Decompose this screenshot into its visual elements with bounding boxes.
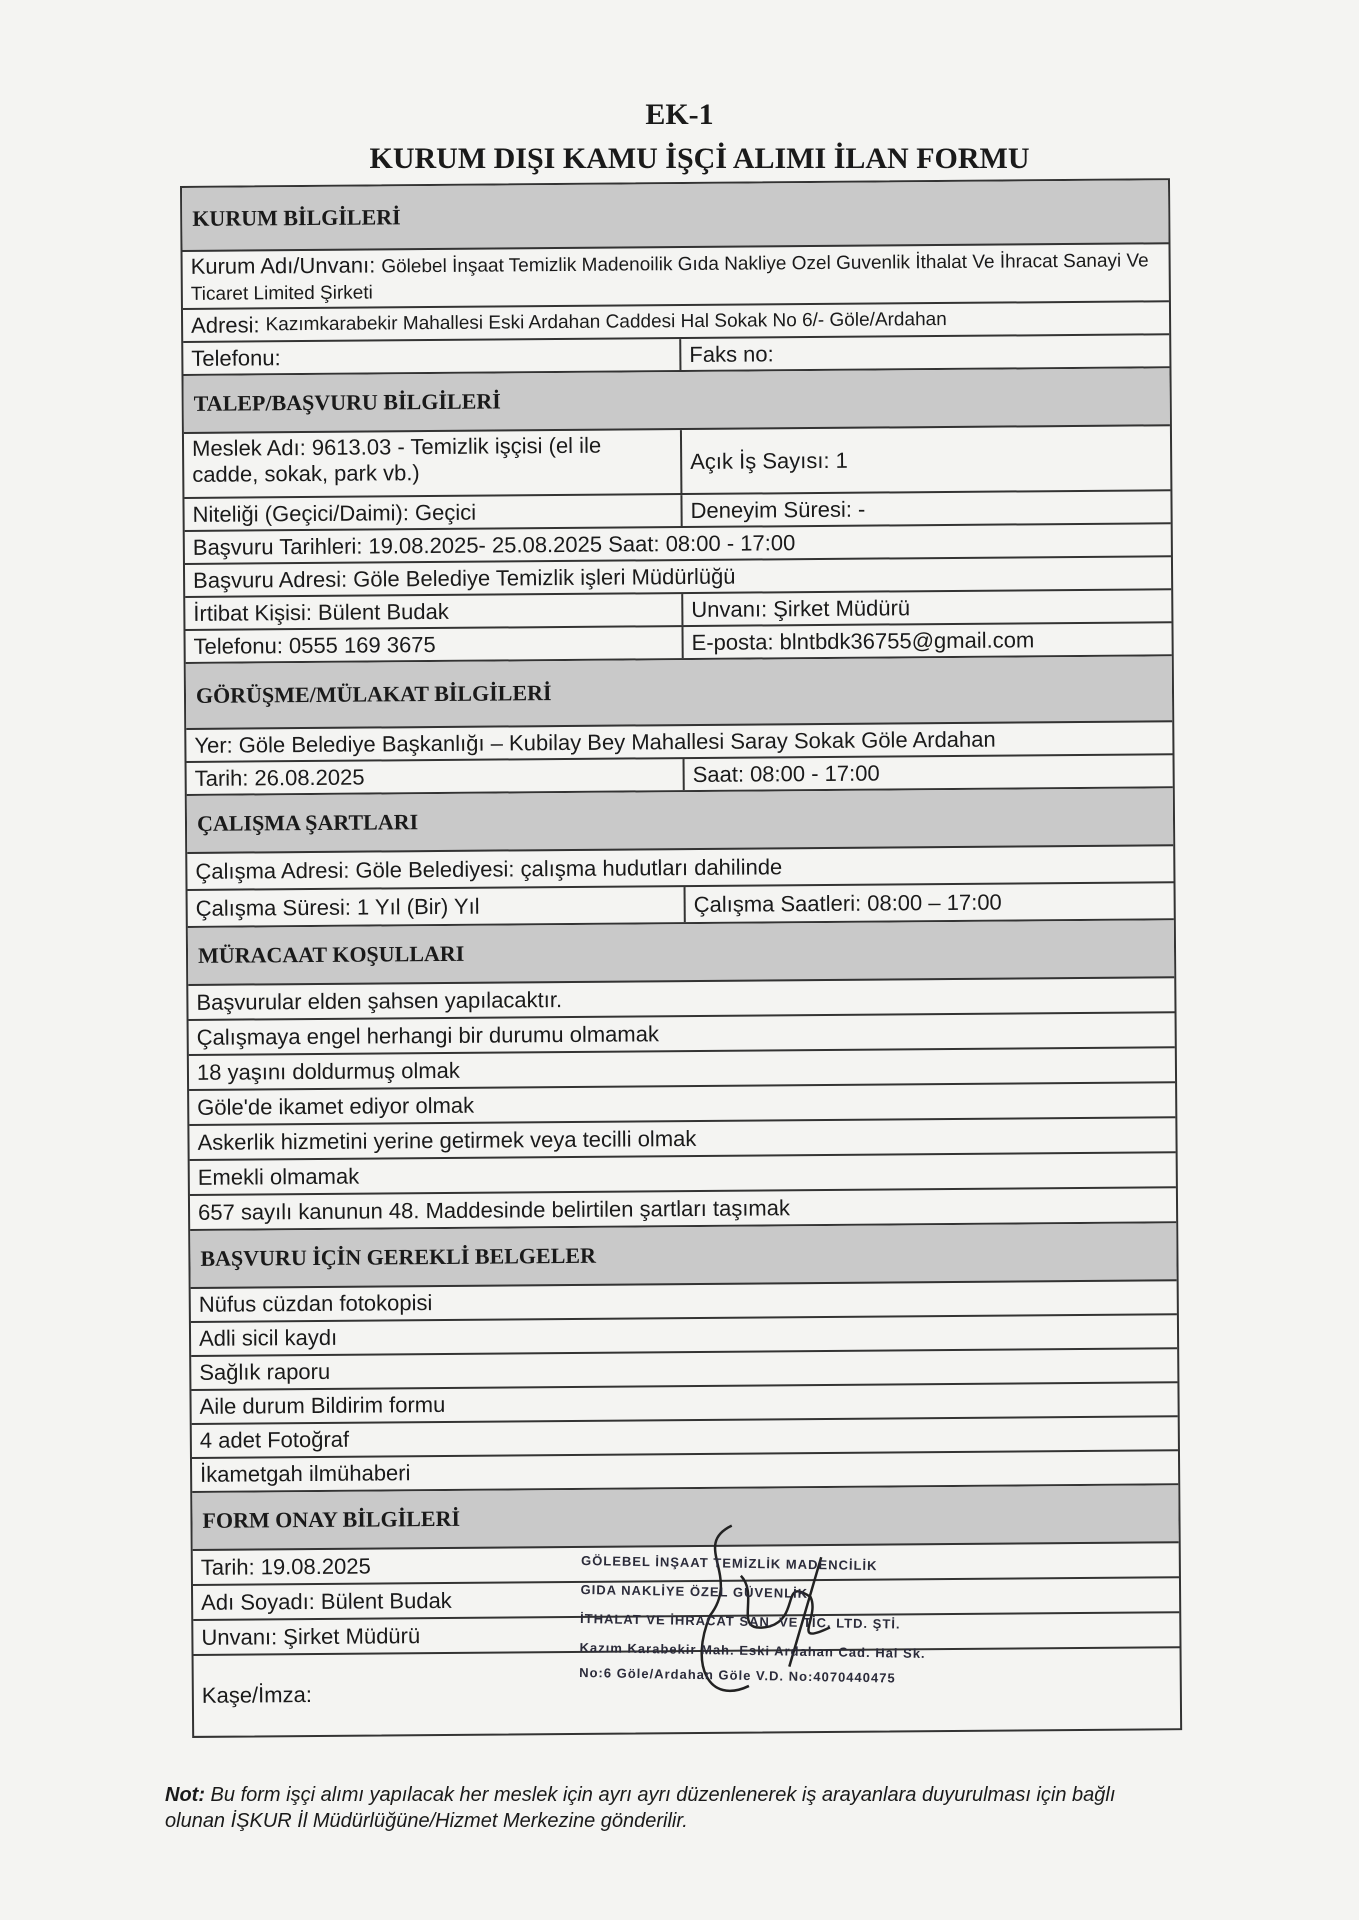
- kurum-adi-row: Kurum Adı/Unvanı: Gölebel İnşaat Temizlik…: [182, 244, 1169, 310]
- label: Adresi:: [190, 311, 260, 338]
- label: Meslek Adı:: [191, 435, 306, 461]
- condition-text: Çalışmaya engel herhangi bir durumu olma…: [196, 1020, 660, 1050]
- announcement-form: KURUM BİLGİLERİ Kurum Adı/Unvanı: Gölebel…: [180, 178, 1183, 1738]
- nitelik: Geçici: [414, 499, 477, 525]
- label: Çalışma Adresi:: [195, 857, 350, 884]
- label: Deneyim Süresi:: [690, 496, 853, 523]
- condition-text: 18 yaşını doldurmuş olmak: [196, 1057, 460, 1085]
- document-text: Adli sicil kaydı: [198, 1324, 338, 1351]
- condition-text: Başvurular elden şahsen yapılacaktır.: [196, 986, 563, 1015]
- label: Faks no:: [689, 340, 774, 367]
- eposta: blntbdk36755@gmail.com: [779, 626, 1035, 654]
- onay-adi: Bülent Budak: [320, 1587, 452, 1614]
- basvuru-tarih: 19.08.2025- 25.08.2025 Saat: 08:00 - 17:…: [368, 529, 796, 559]
- stamp-line: No:6 Göle/Ardahan Göle V.D. No:407044047…: [579, 1664, 896, 1686]
- label: Unvanı:: [201, 1623, 278, 1650]
- section-muracaat: MÜRACAAT KOŞULLARI: [187, 920, 1175, 986]
- label: Açık İş Sayısı:: [690, 447, 830, 474]
- section-gorusme: GÖRÜŞME/MÜLAKAT BİLGİLERİ: [185, 656, 1173, 730]
- unvan: Şirket Müdürü: [773, 594, 911, 621]
- condition-text: 657 sayılı kanunun 48. Maddesinde belirt…: [197, 1194, 791, 1225]
- label: Niteliği (Geçici/Daimi):: [192, 499, 410, 527]
- note-label: Not:: [165, 1784, 205, 1806]
- deneyim: -: [857, 496, 866, 522]
- stamp-line: İTHALAT VE İHRACAT SAN. VE TİC. LTD. ŞTİ…: [579, 1610, 901, 1632]
- telefon: 0555 169 3675: [288, 631, 436, 658]
- label: E-posta:: [691, 628, 774, 655]
- document-text: İkametgah ilmühaberi: [200, 1460, 411, 1487]
- label: Telefonu:: [193, 632, 284, 659]
- form-title: KURUM DIŞI KAMU İŞÇİ ALIMI İLAN FORMU: [369, 142, 1030, 175]
- condition-text: Askerlik hizmetini yerine getirmek veya …: [197, 1125, 697, 1155]
- calisma-saat: 08:00 – 17:00: [867, 889, 1002, 916]
- signature-icon: [700, 1524, 831, 1693]
- label: Çalışma Süresi:: [195, 894, 352, 921]
- section-calisma: ÇALIŞMA ŞARTLARI: [186, 788, 1174, 854]
- calisma-adres: Göle Belediyesi: çalışma hudutları dahil…: [355, 853, 783, 883]
- document-text: Sağlık raporu: [199, 1358, 331, 1385]
- label: Tarih:: [200, 1553, 255, 1580]
- label: Kaşe/İmza:: [201, 1682, 312, 1708]
- stamp-line: Kazım Karabekir Mah. Eski Ardahan Cad. H…: [579, 1639, 926, 1662]
- label: Çalışma Saatleri:: [693, 890, 862, 917]
- label: Kurum Adı/Unvanı:: [190, 252, 376, 279]
- acik-is-sayisi: 1: [835, 447, 848, 473]
- calisma-sure: 1 Yıl (Bir) Yıl: [356, 893, 480, 920]
- note-text: Bu form işçi alımı yapılacak her meslek …: [165, 1784, 1116, 1832]
- document-text: Aile durum Bildirim formu: [199, 1391, 446, 1419]
- onay-tarih: 19.08.2025: [260, 1553, 371, 1579]
- condition-text: Göle'de ikamet ediyor olmak: [197, 1092, 475, 1120]
- label: Saat:: [692, 761, 745, 787]
- yer: Göle Belediye Başkanlığı – Kubilay Bey M…: [238, 726, 996, 758]
- company-stamp: GÖLEBEL İNŞAAT TEMİZLİK MADENCİLİK GIDA …: [579, 1524, 927, 1700]
- label: Başvuru Tarihleri:: [192, 533, 363, 560]
- annex-label: EK-1: [645, 98, 714, 131]
- label: Adı Soyadı:: [201, 1588, 315, 1615]
- irtibat: Bülent Budak: [317, 598, 449, 625]
- footer-note: Not: Bu form işçi alımı yapılacak her me…: [165, 1782, 1155, 1834]
- gorusme-tarih: 26.08.2025: [254, 764, 365, 790]
- label: İrtibat Kişisi:: [193, 599, 313, 626]
- meslek-row: Meslek Adı: 9613.03 - Temizlik işçisi (el…: [183, 426, 1171, 499]
- document-text: 4 adet Fotoğraf: [199, 1426, 350, 1453]
- section-kurum: KURUM BİLGİLERİ: [182, 180, 1169, 252]
- condition-text: Emekli olmamak: [197, 1163, 360, 1190]
- gorusme-saat: 08:00 - 17:00: [749, 760, 880, 787]
- section-talep: TALEP/BAŞVURU BİLGİLERİ: [183, 368, 1170, 434]
- kurum-adres: Kazımkarabekir Mahallesi Eski Ardahan Ca…: [265, 308, 947, 335]
- label: Unvanı:: [691, 595, 768, 622]
- basvuru-adres: Göle Belediye Temizlik işleri Müdürlüğü: [353, 563, 736, 592]
- stamp-line: GIDA NAKLİYE ÖZEL GÜVENLİK: [580, 1581, 809, 1601]
- label: Başvuru Adresi:: [192, 566, 348, 593]
- label: Tarih:: [194, 764, 249, 791]
- section-belgeler: BAŞVURU İÇİN GEREKLİ BELGELER: [190, 1223, 1177, 1289]
- label: Telefonu:: [191, 344, 281, 371]
- label: Yer:: [194, 732, 233, 758]
- onay-unvan: Şirket Müdürü: [283, 1622, 421, 1649]
- document-text: Nüfus cüzdan fotokopisi: [198, 1290, 433, 1317]
